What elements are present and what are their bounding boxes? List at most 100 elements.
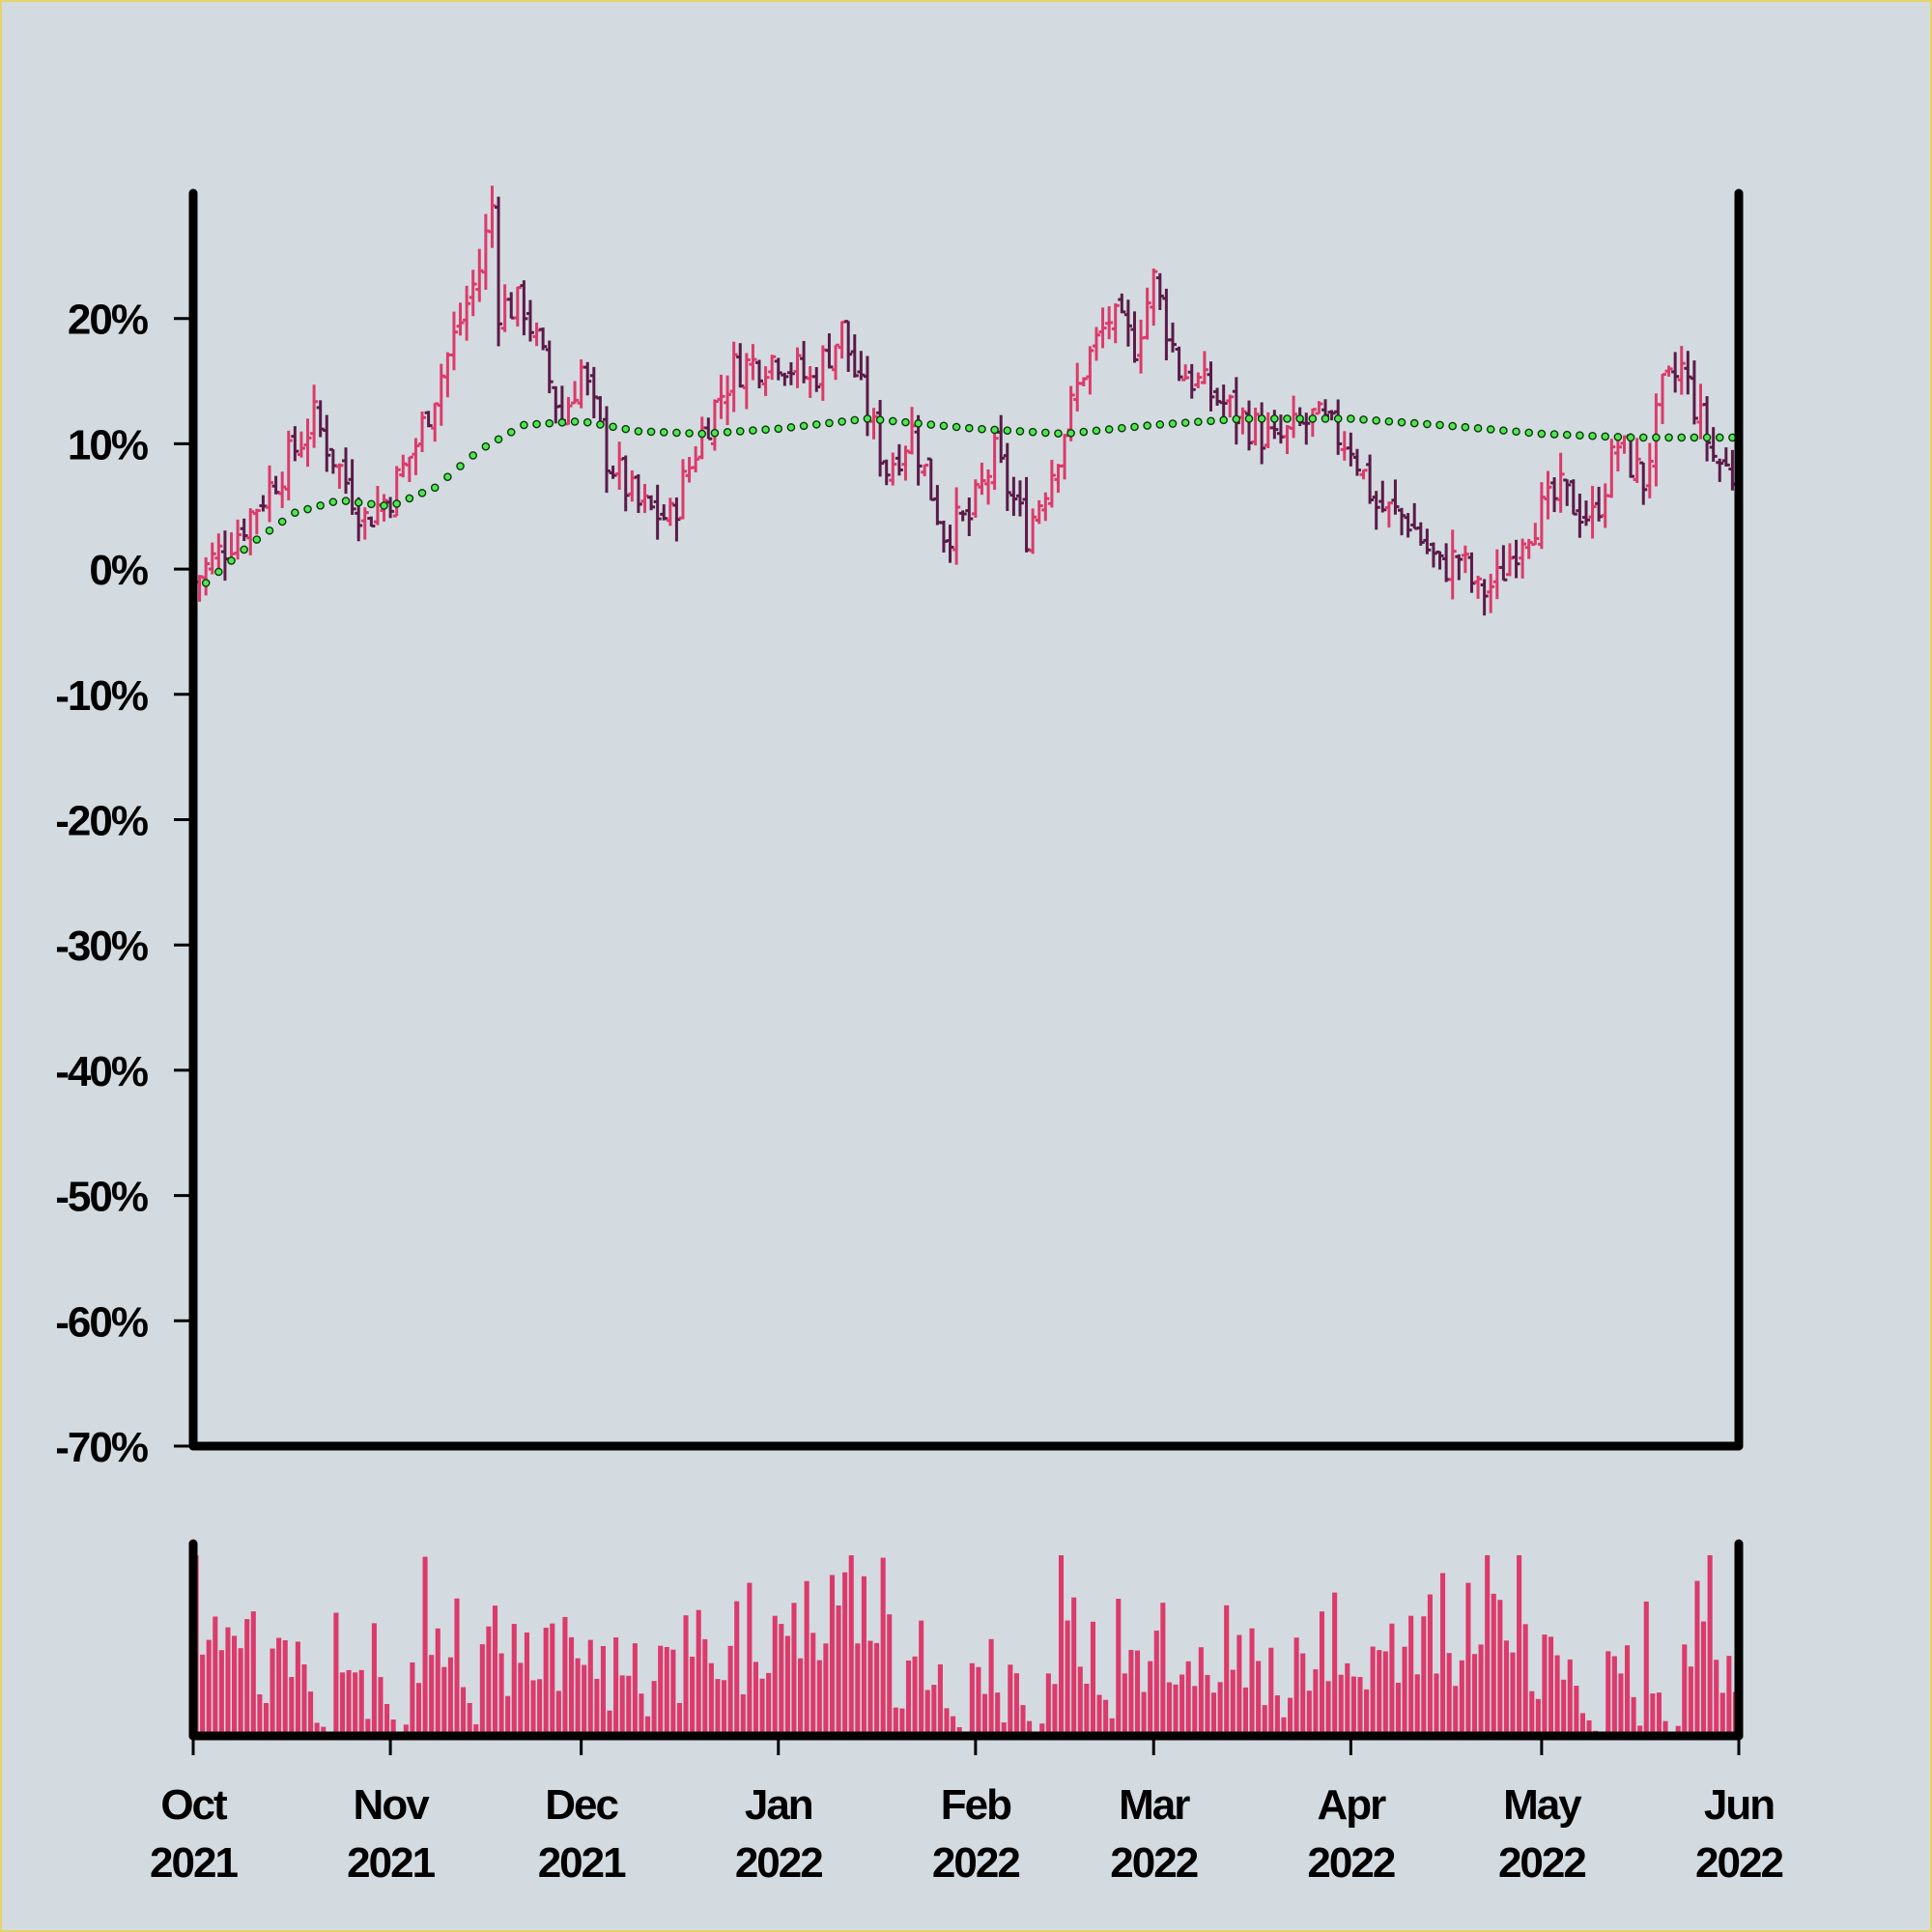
moving-average-point	[1372, 416, 1380, 425]
volume-bar	[1510, 1652, 1516, 1736]
ohlc-bar	[1258, 402, 1266, 465]
ohlc-bar	[850, 334, 859, 378]
moving-average-point	[291, 508, 299, 518]
volume-bar	[912, 1656, 918, 1736]
ohlc-bar	[1512, 539, 1520, 579]
ohlc-bar	[1607, 439, 1616, 498]
ohlc-bar	[1162, 288, 1171, 361]
ohlc-bar	[640, 483, 649, 514]
ohlc-bar	[1696, 384, 1705, 440]
ohlc-bar	[818, 345, 827, 401]
x-tick-month: Jan	[745, 1781, 812, 1829]
volume-bar	[1084, 1683, 1090, 1736]
volume-bar	[600, 1645, 606, 1736]
ohlc-bar	[1092, 327, 1100, 361]
volume-bar	[441, 1666, 447, 1736]
ohlc-bar	[1073, 362, 1082, 412]
moving-average-point	[1652, 433, 1661, 442]
x-tick-year: 2022	[1498, 1839, 1585, 1887]
volume-bar	[1453, 1686, 1459, 1736]
ohlc-bar	[481, 213, 490, 290]
volume-bar	[289, 1677, 295, 1736]
ohlc-bar	[583, 361, 592, 396]
x-tick-year: 2022	[932, 1839, 1019, 1887]
ohlc-bar	[1435, 550, 1444, 570]
moving-average-point	[240, 545, 248, 554]
ohlc-bar	[1219, 384, 1228, 421]
ohlc-bar	[876, 399, 885, 477]
volume-bar	[378, 1677, 384, 1736]
ohlc-bar	[431, 402, 440, 442]
volume-bar	[1306, 1690, 1312, 1736]
volume-bar	[1478, 1644, 1484, 1736]
volume-bar	[1148, 1661, 1153, 1736]
moving-average-point	[978, 424, 986, 434]
volume-bar	[1434, 1673, 1439, 1736]
ohlc-bar	[933, 485, 942, 526]
volume-bar	[1319, 1611, 1325, 1736]
volume-bar	[874, 1642, 880, 1736]
volume-bar	[1427, 1594, 1433, 1736]
ohlc-bar	[1181, 364, 1190, 382]
volume-bar	[1446, 1653, 1452, 1736]
ohlc-bar	[1009, 476, 1018, 517]
moving-average-point	[469, 451, 478, 460]
ohlc-bar	[1035, 499, 1043, 525]
volume-bar	[1465, 1582, 1471, 1736]
ohlc-bar	[1467, 552, 1476, 593]
volume-bar	[1288, 1697, 1293, 1736]
ohlc-bar	[781, 372, 789, 386]
volume-bar	[1300, 1653, 1306, 1736]
moving-average-point	[1702, 433, 1712, 442]
volume-bar	[1643, 1601, 1649, 1736]
moving-average-point	[1664, 433, 1673, 442]
volume-bar	[1027, 1720, 1033, 1736]
volume-bar	[810, 1633, 816, 1736]
ohlc-bar	[1684, 351, 1692, 395]
ohlc-bar	[863, 355, 871, 437]
ohlc-bar	[692, 445, 700, 473]
ohlc-bar	[495, 196, 503, 347]
volume-bar	[295, 1641, 300, 1736]
ohlc-bar	[768, 355, 777, 381]
ohlc-bar	[1633, 438, 1641, 484]
ohlc-bar	[1226, 394, 1235, 418]
moving-average-point	[1576, 431, 1584, 440]
ohlc-bar	[507, 292, 516, 320]
ohlc-bar	[284, 430, 293, 500]
moving-average-point	[1715, 433, 1724, 442]
volume-bar	[893, 1707, 898, 1736]
moving-average-point	[520, 420, 528, 430]
ohlc-bar	[291, 426, 299, 462]
ohlc-bar	[1519, 538, 1527, 579]
ohlc-bar	[1327, 410, 1336, 421]
ohlc-bar	[271, 475, 280, 495]
ohlc-bar	[946, 525, 954, 563]
ohlc-bar	[984, 469, 993, 505]
moving-average-point	[557, 418, 567, 427]
volume-bar	[1682, 1644, 1688, 1736]
volume-bar	[321, 1726, 327, 1736]
ohlc-bar	[990, 431, 999, 491]
volume-bar	[1567, 1659, 1573, 1736]
moving-average-point	[825, 418, 834, 428]
ohlc-bar	[1015, 480, 1024, 517]
volume-bar	[1103, 1699, 1109, 1736]
volume-bar	[1128, 1649, 1134, 1736]
moving-average-point	[786, 423, 796, 432]
moving-average-point	[1461, 422, 1470, 432]
volume-bar	[784, 1635, 790, 1736]
ohlc-bar	[660, 504, 668, 521]
volume-bar	[530, 1680, 536, 1736]
moving-average-point	[774, 424, 783, 434]
volume-bar	[951, 1716, 956, 1736]
y-tick-label: -30%	[55, 923, 148, 970]
moving-average-point	[405, 494, 414, 503]
volume-bar	[1262, 1705, 1267, 1736]
moving-average-point	[1041, 428, 1050, 438]
volume-bar	[1109, 1718, 1115, 1736]
moving-average-point	[417, 489, 427, 497]
volume-bar	[931, 1685, 937, 1736]
ohlc-bar	[1334, 399, 1343, 455]
moving-average-point	[1537, 429, 1547, 439]
